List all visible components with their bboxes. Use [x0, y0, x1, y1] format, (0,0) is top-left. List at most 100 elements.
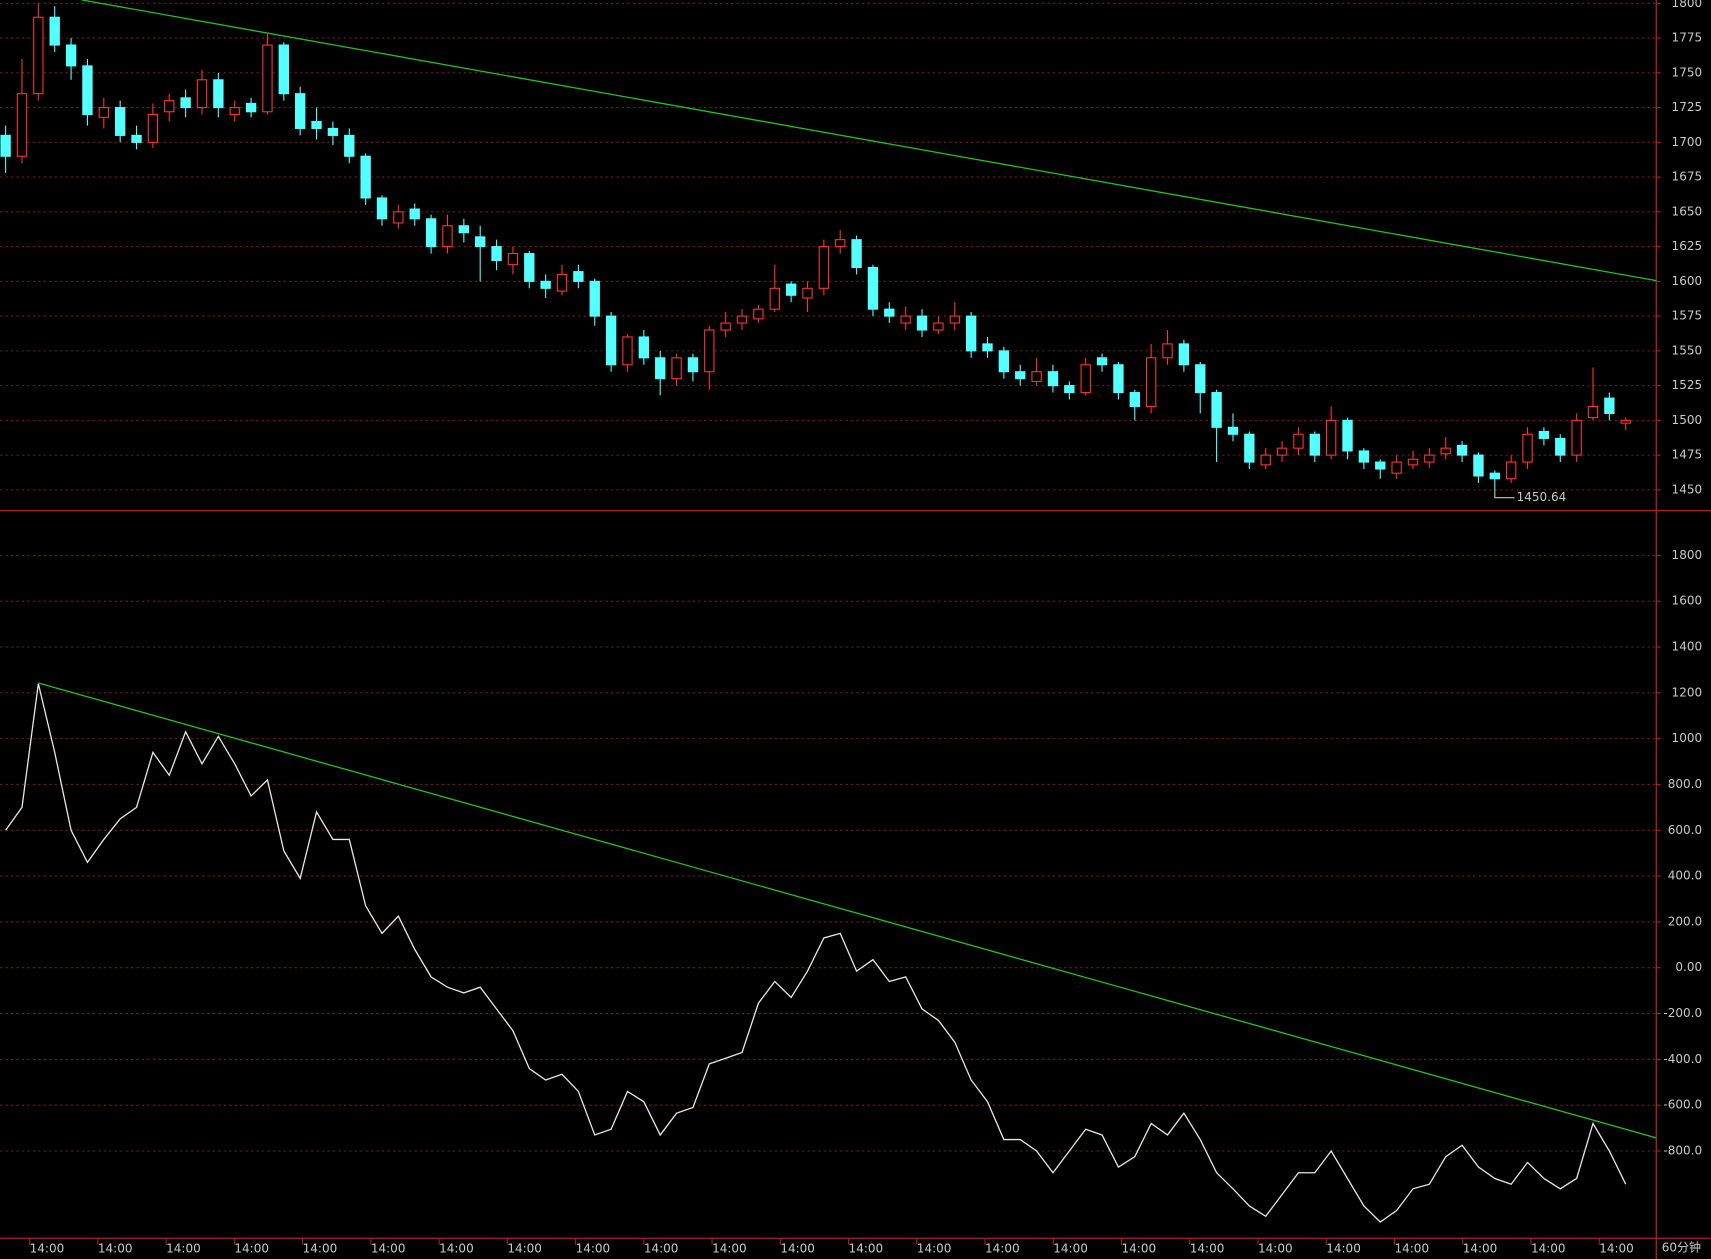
candle-body: [65, 44, 77, 67]
candle-body: [98, 107, 109, 118]
y-tick-label: 1775: [1672, 31, 1703, 45]
candle-body: [16, 93, 28, 157]
candle-body: [262, 44, 273, 113]
x-tick-label: 14:00: [849, 1242, 884, 1256]
y-tick-label: 1575: [1672, 309, 1703, 323]
candle-body: [884, 308, 895, 317]
candle-body: [556, 273, 568, 292]
candle-body: [344, 134, 355, 157]
x-tick-label: 14:00: [985, 1242, 1020, 1256]
y-tick-label: 1400: [1672, 640, 1703, 654]
min-marker: [1494, 488, 1515, 499]
y-tick-label: 800.0: [1668, 777, 1702, 791]
candle-body: [1358, 450, 1370, 463]
candle-body: [393, 211, 404, 224]
y-tick-label: 1525: [1672, 378, 1703, 392]
candle-body: [638, 336, 650, 359]
candle-body: [933, 322, 944, 331]
x-tick-label: 14:00: [439, 1242, 474, 1256]
indicator-line: [5, 683, 1627, 1223]
candle-body: [998, 350, 1010, 373]
candle-body: [1522, 433, 1533, 463]
x-tick-label: 14:00: [780, 1242, 815, 1256]
x-tick-label: 14:00: [371, 1242, 406, 1256]
candle-body: [785, 283, 797, 296]
candle-body: [720, 322, 731, 331]
y-tick-label: 1650: [1672, 204, 1703, 218]
candle-body: [360, 155, 371, 199]
y-tick-label: 1700: [1672, 135, 1703, 149]
y-tick-label: 1000: [1672, 731, 1703, 745]
candle-body: [507, 253, 519, 266]
candle-body: [655, 357, 666, 380]
y-tick-label: 1200: [1672, 685, 1703, 699]
candle-body: [589, 280, 600, 317]
candle-body: [1407, 458, 1419, 466]
candle-body: [1113, 364, 1124, 394]
candle-body: [982, 343, 993, 352]
candle-body: [835, 239, 846, 248]
x-tick-label: 14:00: [644, 1242, 679, 1256]
x-tick-label: 14:00: [917, 1242, 952, 1256]
x-tick-label: 14:00: [1122, 1242, 1157, 1256]
y-tick-label: 400.0: [1668, 869, 1702, 883]
y-tick-label: 200.0: [1668, 914, 1702, 928]
x-tick-label: 14:00: [1463, 1242, 1498, 1256]
y-tick-label: 600.0: [1668, 823, 1702, 837]
candle-body: [1555, 437, 1566, 456]
candle-body: [1571, 419, 1582, 456]
y-tick-label: -600.0: [1663, 1098, 1702, 1112]
candle-body: [1227, 426, 1239, 435]
period-label: 60分钟: [1662, 1240, 1701, 1255]
x-tick-label: 14:00: [1326, 1242, 1361, 1256]
candle-body: [687, 357, 699, 373]
candle-body: [949, 315, 960, 324]
candle-body: [491, 246, 502, 262]
candle-body: [1015, 371, 1026, 380]
trend-line: [38, 682, 1657, 1139]
candle-body: [1587, 405, 1599, 419]
candle-body: [753, 308, 764, 320]
candle-body: [1473, 454, 1484, 477]
candle-body: [229, 107, 240, 116]
candle-body: [573, 271, 584, 282]
candle-body: [622, 336, 633, 366]
candle-body: [867, 266, 879, 310]
x-tick-label: 14:00: [234, 1242, 269, 1256]
y-tick-label: 1550: [1672, 343, 1703, 357]
y-tick-label: -200.0: [1663, 1006, 1702, 1020]
y-tick-label: 1600: [1672, 274, 1703, 288]
x-tick-label: 14:00: [507, 1242, 542, 1256]
candle-body: [1309, 433, 1320, 456]
y-tick-label: 1800: [1672, 0, 1703, 10]
candle-body: [1342, 419, 1353, 452]
candle-body: [114, 107, 126, 136]
candle-body: [1195, 364, 1206, 394]
candle-body: [245, 102, 257, 113]
x-tick-label: 14:00: [712, 1242, 747, 1256]
candle-body: [294, 93, 306, 129]
candle-body: [1456, 444, 1468, 456]
x-tick-label: 14:00: [1531, 1242, 1566, 1256]
y-tick-label: 1625: [1672, 239, 1703, 253]
candle-body: [475, 236, 486, 248]
candle-body: [1276, 447, 1288, 456]
candle-body: [327, 127, 339, 136]
candle-body: [540, 280, 551, 289]
candle-body: [33, 16, 44, 95]
x-tick-label: 14:00: [576, 1242, 611, 1256]
x-tick-label: 14:00: [1258, 1242, 1293, 1256]
min-label: 1450.64: [1517, 490, 1567, 504]
y-tick-label: 1675: [1672, 170, 1703, 184]
x-tick-label: 14:00: [1394, 1242, 1429, 1256]
candle-body: [1440, 447, 1451, 455]
candle-body: [900, 315, 911, 324]
candle-body: [131, 134, 142, 143]
y-tick-label: 1750: [1672, 65, 1703, 79]
y-tick-label: -400.0: [1663, 1052, 1702, 1066]
y-tick-label: 0.00: [1675, 960, 1702, 974]
candle-body: [1375, 461, 1386, 470]
candle-body: [1424, 454, 1435, 463]
candle-body: [736, 315, 748, 324]
